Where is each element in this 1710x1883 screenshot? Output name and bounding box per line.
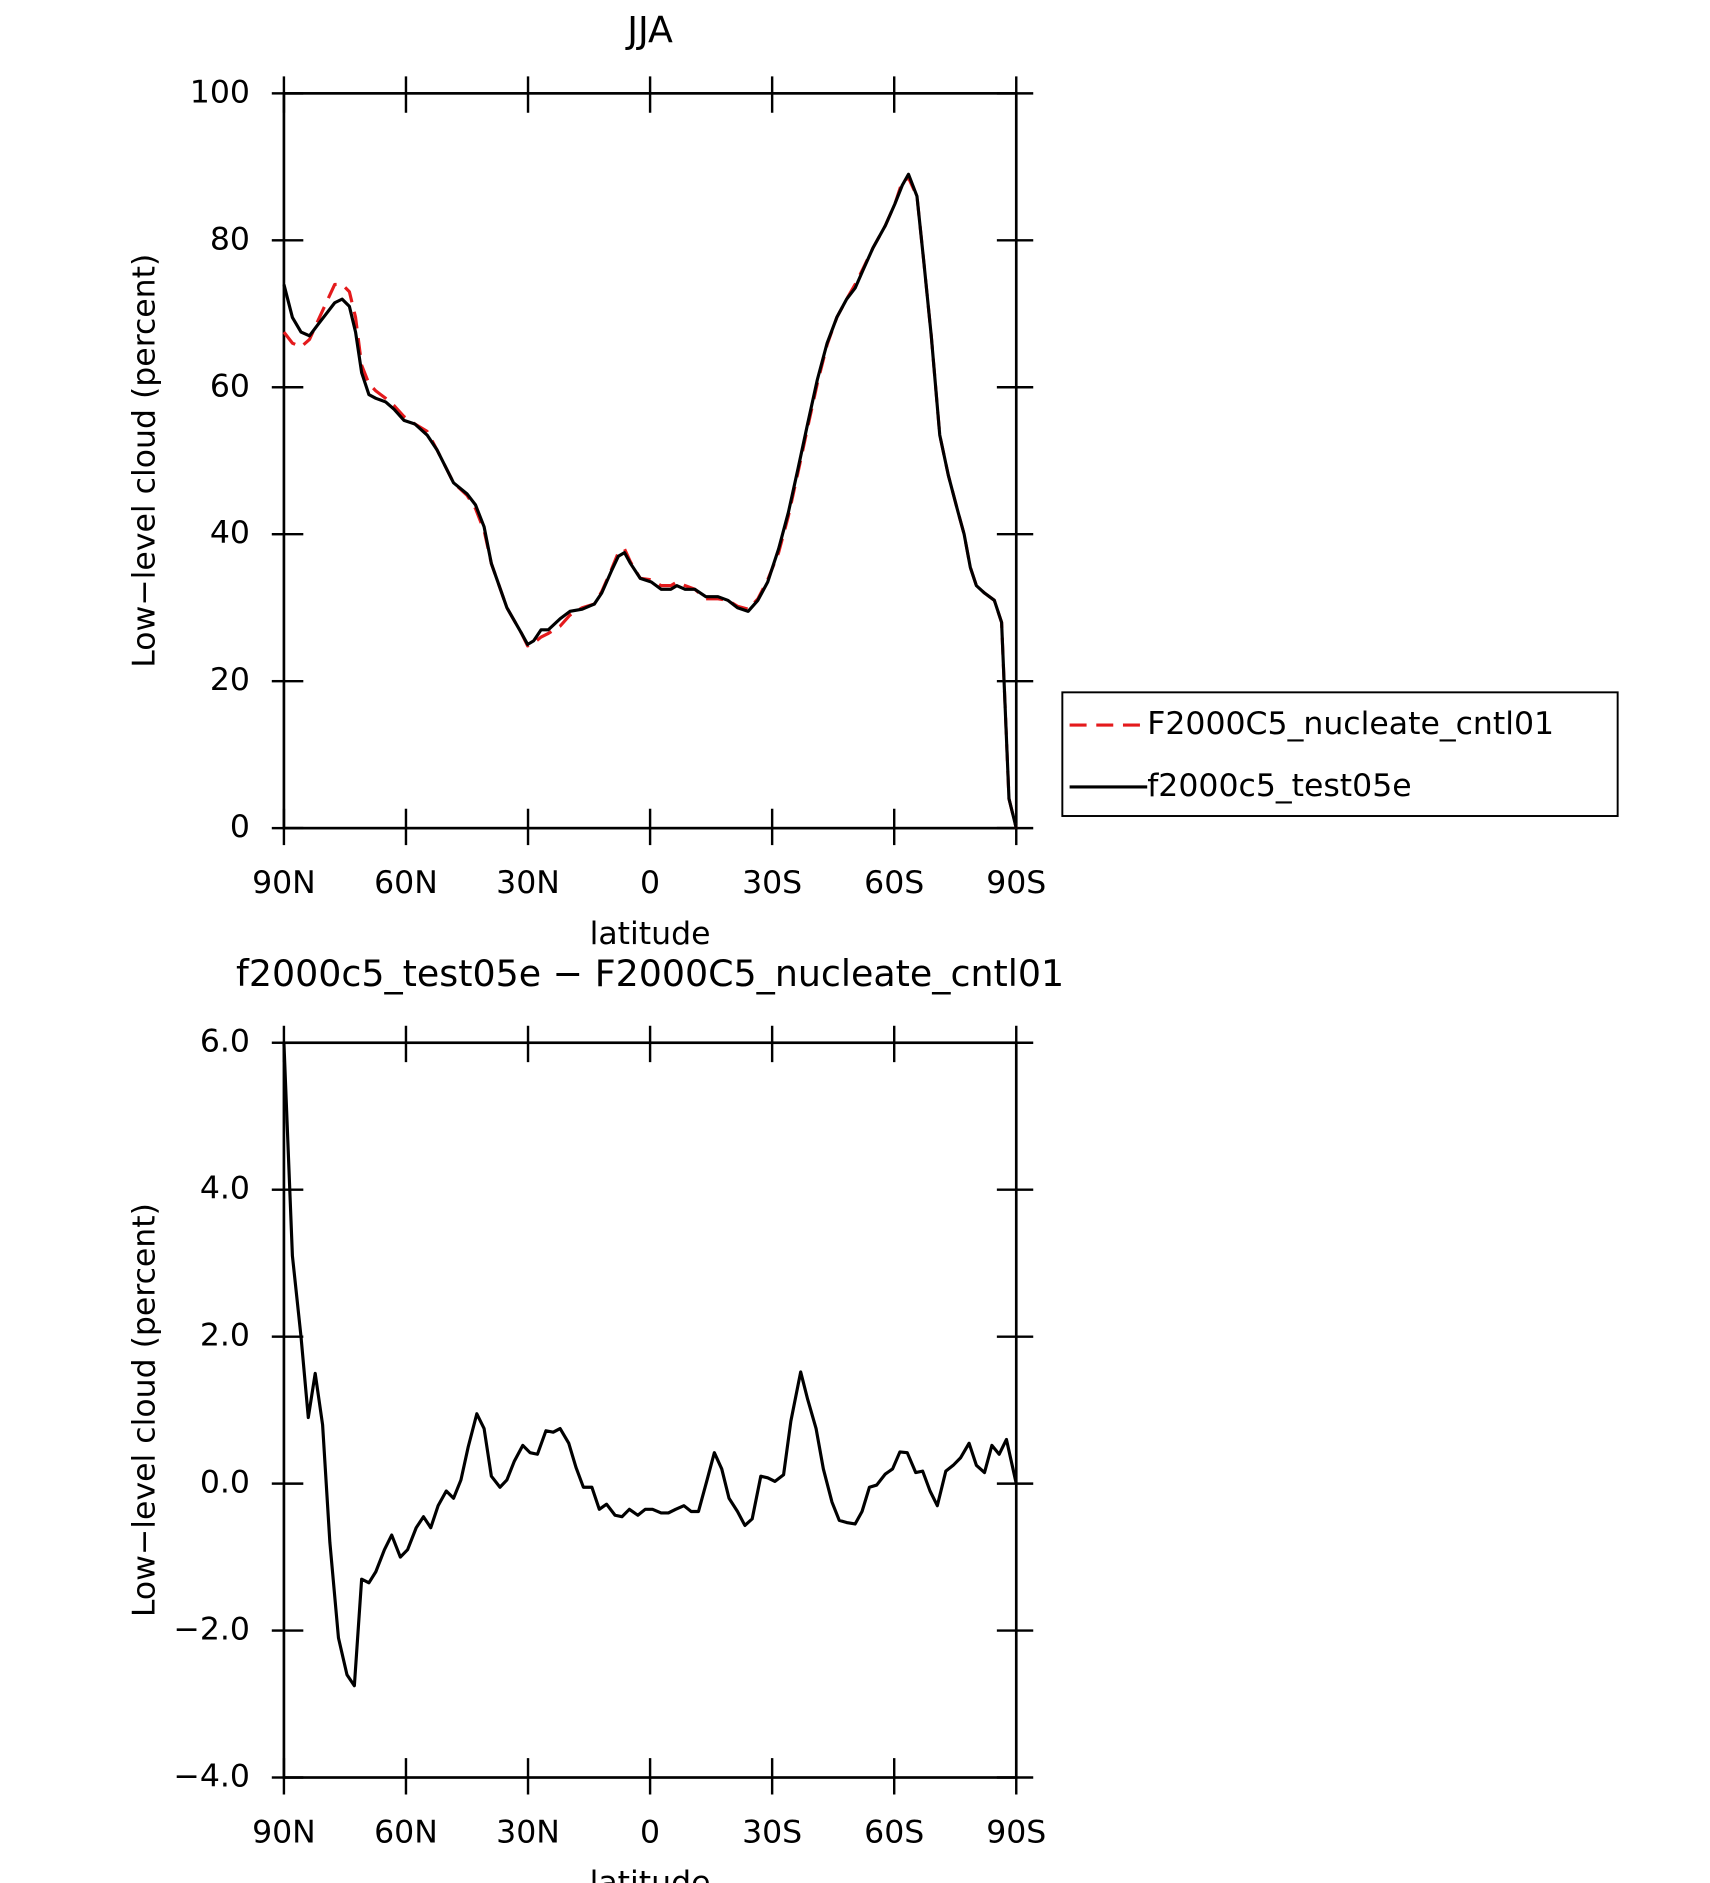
y-tick-label: 4.0 xyxy=(200,1171,250,1207)
x-tick-label: 60N xyxy=(374,865,438,901)
y-tick-label: 2.0 xyxy=(200,1318,250,1354)
x-tick-label: 90N xyxy=(252,865,316,901)
x-tick-label: 30S xyxy=(742,865,802,901)
data-line xyxy=(282,1042,1018,1688)
y-tick-label: 0.0 xyxy=(200,1465,250,1501)
x-tick-label: 30N xyxy=(496,1814,560,1850)
y-tick-label: −4.0 xyxy=(173,1759,250,1795)
y-tick-label: 40 xyxy=(210,515,250,551)
y-tick-label: 6.0 xyxy=(200,1024,250,1060)
x-tick-label: 90S xyxy=(986,1814,1046,1850)
y-tick-label: 80 xyxy=(210,221,250,257)
y-tick-label: 0 xyxy=(230,809,250,845)
x-tick-label: 90N xyxy=(252,1814,316,1850)
x-tick-label: 30N xyxy=(496,865,560,901)
y-axis-label: Low−level cloud (percent) xyxy=(127,1203,163,1617)
x-tick-label: 0 xyxy=(640,1814,660,1850)
x-tick-label: 60S xyxy=(864,865,924,901)
legend-label: f2000c5_test05e xyxy=(1147,768,1411,804)
plot-frame xyxy=(282,92,1018,830)
y-tick-label: 20 xyxy=(210,662,250,698)
x-tick-label: 60N xyxy=(374,1814,438,1850)
x-axis-label: latitude xyxy=(590,1865,711,1883)
y-tick-label: −2.0 xyxy=(173,1612,250,1648)
data-line xyxy=(282,176,1018,829)
x-tick-label: 90S xyxy=(986,865,1046,901)
chart-title: JJA xyxy=(625,9,673,52)
x-axis-label: latitude xyxy=(590,916,711,952)
y-tick-label: 60 xyxy=(210,368,250,404)
y-tick-label: 100 xyxy=(190,74,250,110)
x-tick-label: 0 xyxy=(640,865,660,901)
x-tick-label: 30S xyxy=(742,1814,802,1850)
y-axis-label: Low−level cloud (percent) xyxy=(127,254,163,668)
x-tick-label: 60S xyxy=(864,1814,924,1850)
legend-label: F2000C5_nucleate_cntl01 xyxy=(1147,706,1554,742)
chart-title: f2000c5_test05e − F2000C5_nucleate_cntl0… xyxy=(236,952,1064,995)
plot-frame xyxy=(282,1041,1018,1779)
data-line xyxy=(282,172,1018,829)
legend-box xyxy=(1061,691,1619,817)
